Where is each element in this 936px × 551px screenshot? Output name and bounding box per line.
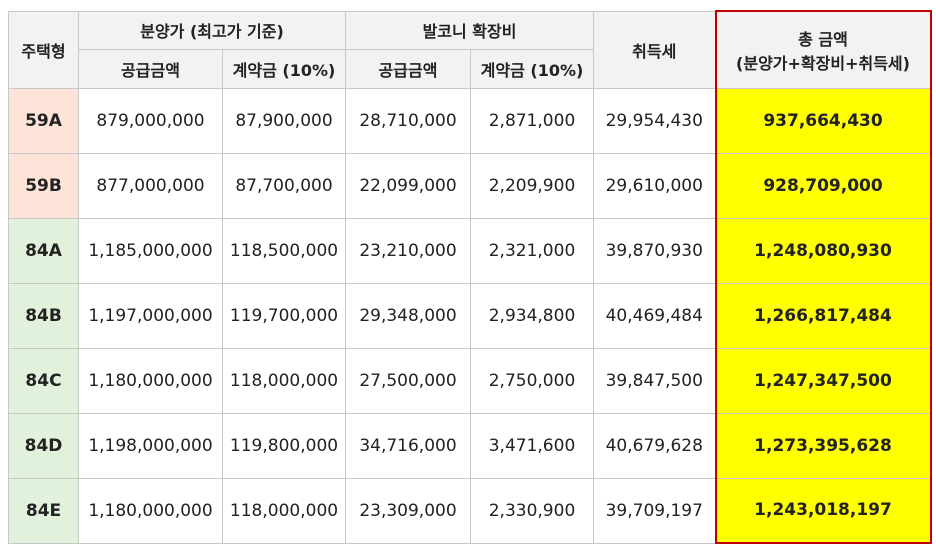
value-cell: 2,330,900 <box>469 477 595 544</box>
value-cell: 28,710,000 <box>345 87 471 154</box>
value-cell: 29,348,000 <box>345 282 471 349</box>
value-cell: 119,800,000 <box>222 412 346 479</box>
value-cell: 87,900,000 <box>222 87 346 154</box>
header-cell: 총 금액 (분양가+확장비+취득세) <box>714 10 932 89</box>
table-row: 84E 1,180,000,000 118,000,000 23,309,000 2,3… <box>8 477 932 544</box>
header-cell: 공급금액 <box>78 48 223 89</box>
table-row: 84D 1,198,000,000 119,800,000 34,716,000 3,4… <box>8 412 932 479</box>
value-cell: 1,185,000,000 <box>78 217 223 284</box>
table-header: 주택형 분양가 (최고가 기준) 발코니 확장비 취득세 총 금액 (분양가+확… <box>8 10 932 89</box>
type-cell: 84A <box>8 217 79 284</box>
header-cell: 계약금 (10%) <box>469 48 595 89</box>
table-row: 84B 1,197,000,000 119,700,000 29,348,000 2,9… <box>8 282 932 349</box>
value-cell: 39,847,500 <box>593 347 717 414</box>
value-cell: 3,471,600 <box>469 412 595 479</box>
price-table: 주택형 분양가 (최고가 기준) 발코니 확장비 취득세 총 금액 (분양가+확… <box>8 10 932 544</box>
header-row: 주택형 분양가 (최고가 기준) 발코니 확장비 취득세 총 금액 (분양가+확… <box>8 10 932 89</box>
value-cell: 118,500,000 <box>222 217 346 284</box>
value-cell: 2,871,000 <box>469 87 595 154</box>
type-cell: 84B <box>8 282 79 349</box>
value-cell: 877,000,000 <box>78 152 223 219</box>
type-cell: 59A <box>8 87 79 154</box>
table-row: 59A 879,000,000 87,900,000 28,710,000 2,871,… <box>8 87 932 154</box>
value-cell: 1,198,000,000 <box>78 412 223 479</box>
value-cell: 2,209,900 <box>469 152 595 219</box>
value-cell: 1,197,000,000 <box>78 282 223 349</box>
value-cell: 39,870,930 <box>593 217 717 284</box>
value-cell: 23,309,000 <box>345 477 471 544</box>
value-cell: 2,750,000 <box>469 347 595 414</box>
total-cell: 1,266,817,484 <box>714 282 932 349</box>
header-cell: 계약금 (10%) <box>222 48 346 89</box>
type-cell: 84D <box>8 412 79 479</box>
value-cell: 1,180,000,000 <box>78 477 223 544</box>
header-text: (분양가+확장비+취득세) <box>736 53 910 73</box>
total-cell: 1,273,395,628 <box>714 412 932 479</box>
value-cell: 2,321,000 <box>469 217 595 284</box>
value-cell: 27,500,000 <box>345 347 471 414</box>
value-cell: 39,709,197 <box>593 477 717 544</box>
table-row: 84A 1,185,000,000 118,500,000 23,210,000 2,3… <box>8 217 932 284</box>
total-cell: 1,247,347,500 <box>714 347 932 414</box>
header-cell: 발코니 확장비 <box>344 10 595 50</box>
header-cell: 취득세 <box>593 10 717 89</box>
type-cell: 59B <box>8 152 79 219</box>
value-cell: 40,469,484 <box>593 282 717 349</box>
value-cell: 118,000,000 <box>222 347 346 414</box>
header-cell: 주택형 <box>8 10 79 89</box>
value-cell: 23,210,000 <box>345 217 471 284</box>
type-cell: 84E <box>8 477 79 544</box>
value-cell: 29,610,000 <box>593 152 717 219</box>
header-row: 공급금액 계약금 (10%) 공급금액 계약금 (10%) <box>9 48 931 89</box>
total-cell: 1,248,080,930 <box>714 217 932 284</box>
table-row: 84C 1,180,000,000 118,000,000 27,500,000 2,7… <box>8 347 932 414</box>
table-body: 59A 879,000,000 87,900,000 28,710,000 2,871,… <box>8 87 932 544</box>
value-cell: 1,180,000,000 <box>78 347 223 414</box>
value-cell: 119,700,000 <box>222 282 346 349</box>
total-cell: 928,709,000 <box>714 152 932 219</box>
value-cell: 29,954,430 <box>593 87 717 154</box>
header-text: 총 금액 <box>798 29 848 49</box>
total-cell: 937,664,430 <box>714 87 932 154</box>
value-cell: 2,934,800 <box>469 282 595 349</box>
header-cell: 공급금액 <box>345 48 471 89</box>
value-cell: 118,000,000 <box>222 477 346 544</box>
total-cell: 1,243,018,197 <box>714 477 932 544</box>
table-row: 59B 877,000,000 87,700,000 22,099,000 2,209,… <box>8 152 932 219</box>
value-cell: 879,000,000 <box>78 87 223 154</box>
value-cell: 87,700,000 <box>222 152 346 219</box>
value-cell: 22,099,000 <box>345 152 471 219</box>
value-cell: 40,679,628 <box>593 412 717 479</box>
type-cell: 84C <box>8 347 79 414</box>
value-cell: 34,716,000 <box>345 412 471 479</box>
header-cell: 분양가 (최고가 기준) <box>78 10 346 50</box>
